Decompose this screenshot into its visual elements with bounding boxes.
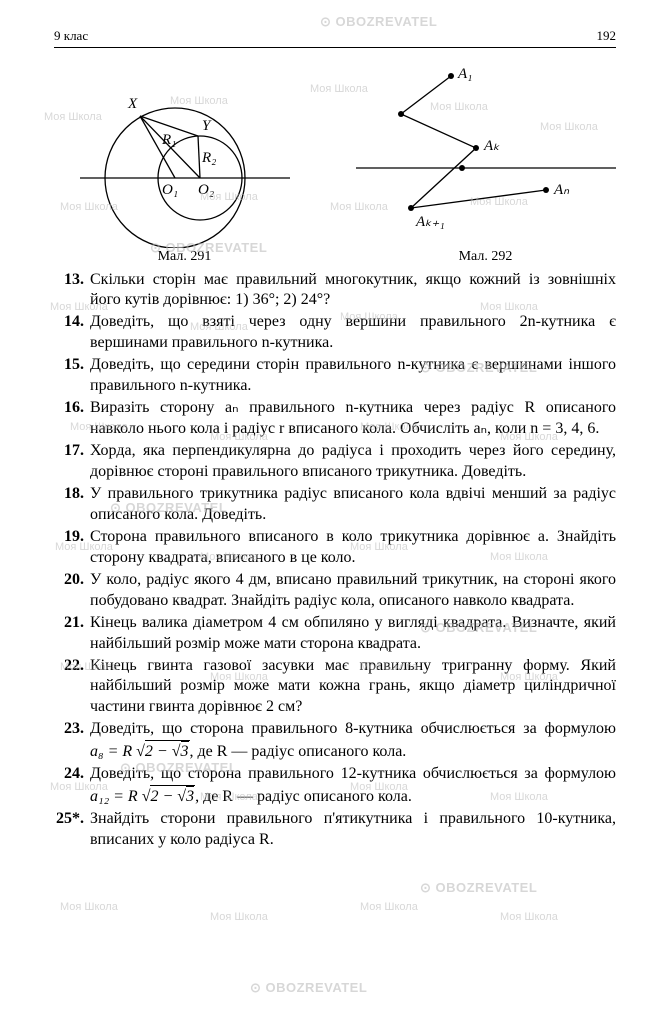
label-X: X <box>127 96 138 112</box>
header-page-number: 192 <box>597 28 617 45</box>
watermark-obozrevatel: ⊙ OBOZREVATEL <box>420 880 537 897</box>
problem-text: У правильного трикутника радіус вписаног… <box>90 484 616 525</box>
problem-text: Доведіть, що сторона правильного 8-кутни… <box>90 719 616 762</box>
header-rule <box>54 47 616 48</box>
figure-292-caption: Мал. 292 <box>355 248 616 266</box>
problem-item: 19.Сторона правильного вписаного в коло … <box>54 527 616 568</box>
label-Ak: Aₖ <box>483 138 500 154</box>
problem-item: 21.Кінець валика діаметром 4 см обпиляно… <box>54 613 616 654</box>
page: Моя ШколаМоя ШколаМоя ШколаМоя ШколаМоя … <box>0 0 646 1024</box>
problem-number: 15. <box>54 355 90 396</box>
formula: a₁₂ = R √2 − √3 <box>90 788 195 805</box>
problem-text: Виразіть сторону aₙ правильного n-кутник… <box>90 398 616 439</box>
problem-number: 18. <box>54 484 90 525</box>
problem-item: 25*.Знайдіть сторони правильного п'ятику… <box>54 809 616 850</box>
figure-292-svg: A₁ Aₖ Aₖ₊₁ Aₙ <box>356 58 616 248</box>
label-Ak1: Aₖ₊₁ <box>415 214 445 230</box>
problem-text: Скільки сторін має правильний многокутни… <box>90 270 616 311</box>
figure-292: A₁ Aₖ Aₖ₊₁ Aₙ Мал. 292 <box>355 58 616 266</box>
problem-number: 14. <box>54 312 90 353</box>
watermark-shkola: Моя Школа <box>60 900 118 914</box>
problem-item: 22.Кінець гвинта газової засувки має пра… <box>54 656 616 717</box>
watermark-obozrevatel: ⊙ OBOZREVATEL <box>250 980 367 997</box>
problem-text: Сторона правильного вписаного в коло три… <box>90 527 616 568</box>
label-R2: R₂ <box>201 150 216 166</box>
label-O1: O₁ <box>162 182 178 198</box>
problem-number: 22. <box>54 656 90 717</box>
watermark-shkola: Моя Школа <box>360 900 418 914</box>
figure-291: X Y R₁ R₂ O₁ O₂ Мал. 291 <box>54 58 315 266</box>
figure-291-svg: X Y R₁ R₂ O₁ O₂ <box>80 58 290 248</box>
problem-item: 15.Доведіть, що середини сторін правильн… <box>54 355 616 396</box>
problem-item: 16.Виразіть сторону aₙ правильного n-кут… <box>54 398 616 439</box>
label-O2: O₂ <box>198 182 214 198</box>
label-R1: R₁ <box>161 132 176 148</box>
problem-text: Кінець валика діаметром 4 см обпиляно у … <box>90 613 616 654</box>
problem-number: 17. <box>54 441 90 482</box>
problem-item: 13.Скільки сторін має правильний многоку… <box>54 270 616 311</box>
problem-item: 23.Доведіть, що сторона правильного 8-ку… <box>54 719 616 762</box>
watermark-shkola: Моя Школа <box>210 910 268 924</box>
problem-list: 13.Скільки сторін має правильний многоку… <box>54 270 616 851</box>
page-header: 9 клас 192 <box>54 28 616 45</box>
watermark-shkola: Моя Школа <box>500 910 558 924</box>
problem-number: 23. <box>54 719 90 762</box>
problem-text: Доведіть, що сторона правильного 12-кутн… <box>90 764 616 807</box>
problem-text: Хорда, яка перпендикулярна до радіуса і … <box>90 441 616 482</box>
label-Y: Y <box>202 118 212 134</box>
figure-291-caption: Мал. 291 <box>54 248 315 266</box>
label-An: Aₙ <box>553 182 570 198</box>
problem-number: 13. <box>54 270 90 311</box>
header-class: 9 клас <box>54 28 88 45</box>
problem-item: 18.У правильного трикутника радіус вписа… <box>54 484 616 525</box>
problem-item: 20.У коло, радіус якого 4 дм, вписано пр… <box>54 570 616 611</box>
problem-text: Доведіть, що взяті через одну вершини пр… <box>90 312 616 353</box>
problem-item: 17.Хорда, яка перпендикулярна до радіуса… <box>54 441 616 482</box>
problem-number: 19. <box>54 527 90 568</box>
label-A1: A₁ <box>457 66 472 82</box>
formula: a₈ = R √2 − √3 <box>90 743 190 760</box>
problem-number: 20. <box>54 570 90 611</box>
problem-item: 14.Доведіть, що взяті через одну вершини… <box>54 312 616 353</box>
problem-number: 24. <box>54 764 90 807</box>
problem-text: Доведіть, що середини сторін правильного… <box>90 355 616 396</box>
figures-row: X Y R₁ R₂ O₁ O₂ Мал. 291 <box>54 58 616 266</box>
problem-text: У коло, радіус якого 4 дм, вписано прави… <box>90 570 616 611</box>
problem-number: 25*. <box>54 809 90 850</box>
problem-item: 24.Доведіть, що сторона правильного 12-к… <box>54 764 616 807</box>
problem-text: Знайдіть сторони правильного п'ятикутник… <box>90 809 616 850</box>
problem-number: 21. <box>54 613 90 654</box>
problem-text: Кінець гвинта газової засувки має правил… <box>90 656 616 717</box>
problem-number: 16. <box>54 398 90 439</box>
